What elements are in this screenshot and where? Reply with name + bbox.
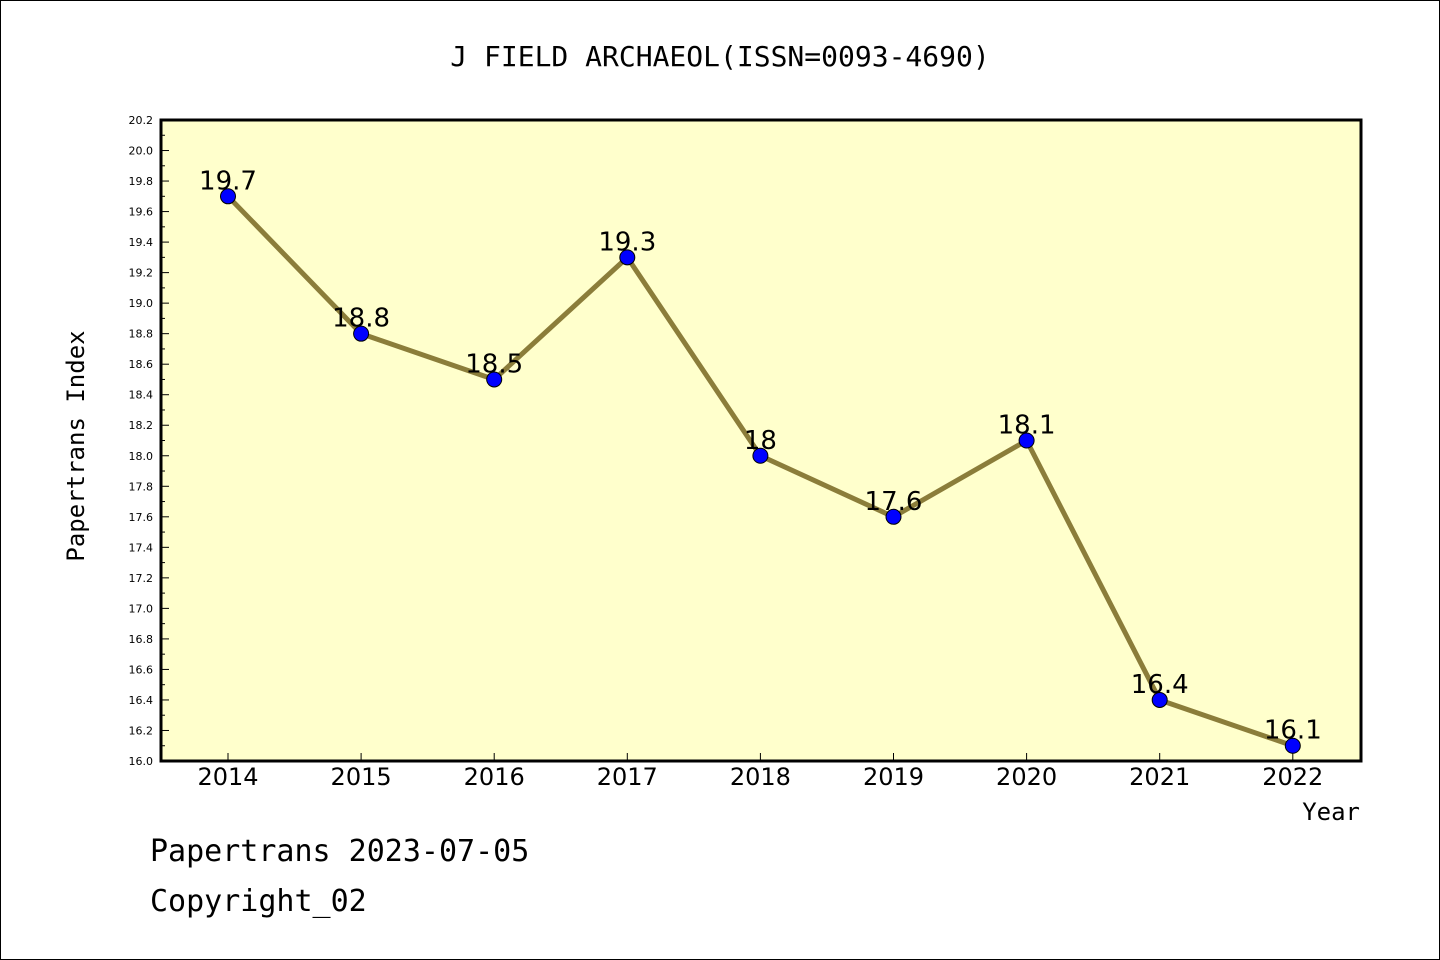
x-tick-label: 2021 [1129, 763, 1190, 791]
data-label: 18.8 [332, 304, 390, 334]
data-label: 19.3 [598, 227, 656, 257]
y-tick-label: 17.6 [129, 511, 154, 524]
footer-copyright: Copyright_02 [150, 884, 367, 919]
y-tick-label: 17.4 [129, 541, 154, 554]
y-tick-label: 19.8 [129, 175, 154, 188]
footer-date: Papertrans 2023-07-05 [150, 834, 530, 869]
data-point [1151, 691, 1168, 708]
x-tick-label: 2019 [863, 763, 924, 791]
y-tick-label: 17.8 [129, 480, 154, 493]
y-tick-label: 16.2 [129, 724, 154, 737]
data-label: 18.1 [998, 411, 1056, 441]
data-point [486, 371, 503, 388]
x-axis-ticks: 2014 2015 2016 2017 2018 2019 2020 2021 2022 [197, 753, 1323, 791]
y-tick-label: 19.4 [129, 236, 154, 249]
y-tick-label: 17.0 [129, 602, 154, 615]
y-tick-label: 18.4 [129, 389, 154, 402]
data-point [1018, 432, 1035, 449]
data-label: 16.1 [1264, 716, 1322, 746]
x-tick-label: 2022 [1262, 763, 1323, 791]
x-tick-label: 2016 [464, 763, 525, 791]
data-point [1284, 737, 1301, 754]
x-tick-label: 2014 [197, 763, 258, 791]
data-point [752, 447, 769, 464]
y-tick-label: 16.8 [129, 633, 154, 646]
data-label: 18 [744, 426, 777, 456]
data-label: 16.4 [1131, 670, 1189, 700]
y-axis-title: Papertrans Index [62, 330, 90, 561]
y-tick-label: 17.2 [129, 572, 154, 585]
plot-border [159, 118, 1363, 763]
x-tick-label: 2015 [331, 763, 392, 791]
y-tick-label: 19.0 [129, 297, 154, 310]
y-axis-ticks: 16.0 16.2 16.4 16.6 16.8 17.0 17.2 17.4 17.6 17.8… [129, 114, 169, 768]
x-tick-label: 2018 [730, 763, 791, 791]
x-axis-title: Year [1302, 798, 1360, 826]
y-tick-label: 16.6 [129, 663, 154, 676]
data-label: 18.5 [465, 349, 523, 379]
y-tick-label: 18.8 [129, 328, 154, 341]
x-tick-label: 2017 [597, 763, 658, 791]
data-label: 19.7 [199, 166, 257, 196]
data-point [353, 325, 370, 342]
y-tick-label: 16.4 [129, 694, 154, 707]
data-point [619, 249, 636, 266]
y-tick-label: 16.0 [129, 755, 154, 768]
y-tick-label: 18.6 [129, 358, 154, 371]
data-point [220, 188, 236, 205]
data-series: 19.7 18.8 18.5 19.3 18 17.6 18.1 16.4 16.1 [199, 166, 1322, 754]
x-tick-label: 2020 [996, 763, 1057, 791]
data-point [885, 508, 902, 525]
plot-area [161, 120, 1361, 761]
y-tick-label: 20.2 [129, 114, 154, 127]
data-label: 17.6 [865, 487, 923, 517]
chart-title: J FIELD ARCHAEOL(ISSN=0093-4690) [450, 40, 989, 73]
y-tick-label: 18.0 [129, 450, 154, 463]
y-tick-label: 20.0 [129, 145, 154, 158]
y-tick-label: 19.6 [129, 206, 154, 219]
y-tick-label: 18.2 [129, 419, 154, 432]
y-tick-label: 19.2 [129, 267, 154, 280]
